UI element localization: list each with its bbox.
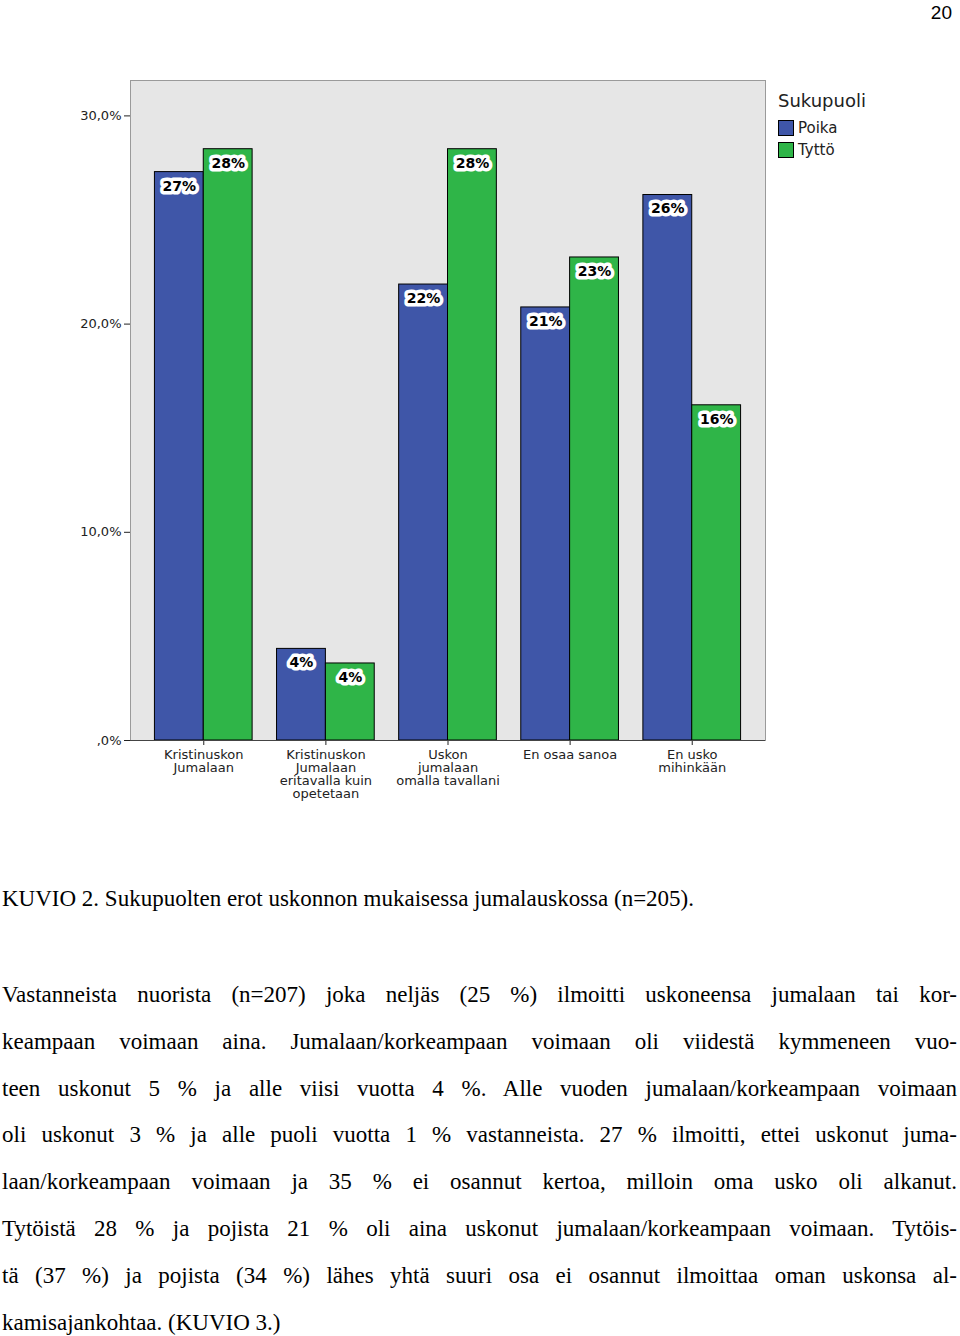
html-text:KUVIO 2. Sukupuolten erot usko: KUVIO 2. Sukupuolten erot uskonnon mukai… [2, 886, 694, 911]
html-text:oli uskonut 3 % ja alle puoli: oli uskonut 3 % ja alle puoli vuotta 1 %… [2, 1122, 957, 1148]
html-text:kamisajankohtaa. (KUVIO 3.): kamisajankohtaa. (KUVIO 3.) [2, 1309, 281, 1335]
svg-text:10,0%: 10,0% [80, 524, 121, 539]
svg-text:4%: 4% [290, 654, 314, 670]
html-text:Sukupuoli: Sukupuoli [778, 90, 866, 111]
svg-text:16%: 16% [700, 411, 734, 427]
html-text:teen uskonut 5 % ja alle viisi: teen uskonut 5 % ja alle viisi vuotta 4 … [2, 1075, 957, 1101]
svg-text:27%: 27% [163, 178, 197, 194]
svg-text:26%: 26% [651, 200, 685, 216]
svg-text:28%: 28% [211, 155, 245, 171]
svg-text:En uskomihinkään: En uskomihinkään [658, 747, 726, 775]
svg-text:,0%: ,0% [97, 733, 122, 748]
svg-text:28%: 28% [456, 155, 490, 171]
svg-text:30,0%: 30,0% [80, 108, 121, 123]
html-text:laan/korkeampaan voimaan ja 35: laan/korkeampaan voimaan ja 35 % ei osan… [2, 1169, 957, 1195]
svg-text:21%: 21% [529, 313, 563, 329]
svg-text:23%: 23% [578, 263, 612, 279]
html-text:tä (37 %) ja pojista (34 %) lä: tä (37 %) ja pojista (34 %) lähes yhtä s… [2, 1262, 957, 1288]
svg-text:En osaa sanoa: En osaa sanoa [523, 747, 617, 762]
svg-text:22%: 22% [407, 290, 441, 306]
svg-text:4%: 4% [338, 669, 362, 685]
html-text:Tyttö: Tyttö [798, 141, 835, 159]
html-text:Tytöistä 28 % ja pojista 21 %: Tytöistä 28 % ja pojista 21 % oli aina u… [2, 1216, 957, 1241]
svg-text:KristinuskonJumalaan: KristinuskonJumalaan [164, 747, 243, 775]
svg-text:Uskonjumalaanomalla tavallani: Uskonjumalaanomalla tavallani [396, 747, 500, 788]
html-text:Poika: Poika [798, 119, 838, 137]
html-text:keampaan voimaan aina. Jumalaa: keampaan voimaan aina. Jumalaan/korkeamp… [2, 1028, 957, 1054]
svg-text:KristinuskonJumalaaneritavalla: KristinuskonJumalaaneritavalla kuinopete… [280, 747, 372, 801]
html-text:20: 20 [930, 2, 952, 23]
svg-text:20,0%: 20,0% [80, 316, 121, 331]
html-text:Vastanneista nuorista (n=207): Vastanneista nuorista (n=207) joka neljä… [2, 982, 957, 1007]
